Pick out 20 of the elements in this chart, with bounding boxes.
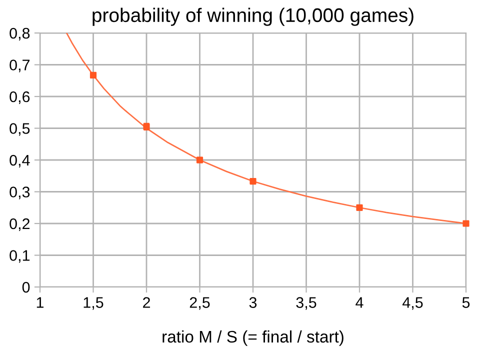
y-tick-label: 0,8 <box>10 28 30 40</box>
x-tick-label: 4,5 <box>402 297 423 310</box>
y-tick-label: 0,1 <box>10 250 30 263</box>
chart-title: probability of winning (10,000 games) <box>92 8 414 26</box>
x-tick-label: 4 <box>356 297 364 308</box>
x-tick-label: 1,5 <box>84 297 104 310</box>
x-tick-label: 5 <box>462 297 470 308</box>
y-tick-label: 0,3 <box>10 186 30 200</box>
y-tick-label: 0,6 <box>10 91 30 104</box>
y-tick-label: 0,5 <box>10 123 30 136</box>
y-tick-label: 0 <box>22 282 30 293</box>
x-tick-label: 3 <box>249 297 257 308</box>
x-tick-label: 1 <box>36 297 44 308</box>
x-tick-label: 2,5 <box>190 297 210 310</box>
x-tick-label: 3,5 <box>296 297 316 310</box>
x-axis-title: ratio M / S (= final / start) <box>162 330 344 346</box>
y-tick-label: 0,4 <box>10 154 30 168</box>
y-tick-label: 0,2 <box>10 218 30 231</box>
x-tick-label: 2 <box>143 297 150 308</box>
y-tick-label: 0,7 <box>10 60 30 72</box>
